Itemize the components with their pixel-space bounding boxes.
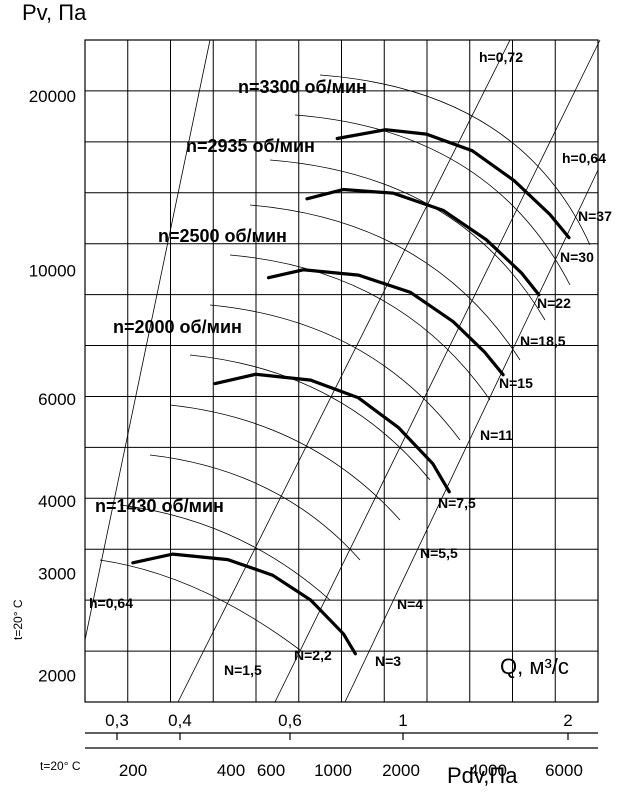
power-curve — [269, 159, 546, 321]
pdv-tick-label: 1000 — [314, 761, 352, 780]
y-tick-label: 2000 — [38, 666, 76, 685]
power-label: N=37 — [578, 208, 612, 224]
grid — [84, 39, 599, 749]
pdv-tick-label: 600 — [257, 761, 285, 780]
pdv-tick-label: 400 — [217, 761, 245, 780]
efficiency-line — [344, 169, 599, 703]
pdv-tick-label: 200 — [119, 761, 147, 780]
y-tick-label: 3000 — [38, 564, 76, 583]
plot-frame — [84, 39, 599, 703]
performance-curve-3 — [305, 187, 541, 297]
power-label: N=30 — [560, 249, 594, 265]
power-label: N=1,5 — [224, 662, 262, 678]
series-label: n=2000 об/мин — [113, 317, 242, 337]
power-curve — [209, 304, 461, 441]
q-tick-label: 0,4 — [168, 711, 192, 730]
power-curve — [119, 504, 331, 601]
power-curve — [99, 559, 301, 651]
power-label: N=22 — [537, 295, 571, 311]
power-label: N=5,5 — [420, 545, 458, 561]
performance-curve-0 — [131, 552, 357, 656]
labels: n=1430 об/мин n=2000 об/мин n=2500 об/мин n… — [11, 0, 612, 788]
y-tick-label: 4000 — [38, 492, 76, 511]
power-label: N=3 — [375, 653, 401, 669]
y-axis-label: Pv, Па — [22, 0, 87, 25]
power-label: N=15 — [499, 375, 533, 391]
power-curve — [319, 74, 591, 246]
efficiency-label: h=0,64 — [89, 595, 133, 611]
series-label: n=2935 об/мин — [186, 136, 315, 156]
performance-curves — [131, 128, 571, 656]
performance-curve-1 — [213, 372, 451, 494]
auxiliary-lines — [84, 39, 601, 703]
q-tick-label: 1 — [398, 711, 407, 730]
temperature-label-x: t=20° C — [40, 759, 81, 773]
power-curve — [169, 404, 401, 521]
performance-curve-2 — [266, 268, 505, 377]
y-tick-label: 20000 — [29, 87, 76, 106]
efficiency-label: h=0,72 — [479, 49, 523, 65]
efficiency-label: h=0,64 — [562, 150, 606, 166]
power-curve — [149, 454, 361, 561]
pdv-tick-label: 4000 — [469, 761, 507, 780]
series-label: n=3300 об/мин — [238, 77, 367, 97]
pdv-tick-label: 2000 — [382, 761, 420, 780]
efficiency-line — [274, 39, 601, 703]
series-label: n=2500 об/мин — [158, 226, 287, 246]
power-label: N=7,5 — [438, 495, 476, 511]
q-tick-label: 0,6 — [278, 711, 302, 730]
power-curve — [189, 354, 431, 481]
pdv-axis-label: Pdv,Па — [447, 763, 518, 788]
power-curve — [294, 114, 571, 286]
pdv-tick-label: 6000 — [545, 761, 583, 780]
power-label: N=2,2 — [294, 647, 332, 663]
flow-axis-label: Q, м³/с — [500, 654, 569, 679]
q-tick-label: 0,3 — [105, 711, 129, 730]
y-tick-label: 10000 — [29, 262, 76, 281]
efficiency-line — [84, 39, 211, 641]
power-curve — [249, 204, 521, 361]
power-label: N=11 — [480, 427, 513, 443]
q-tick-label: 2 — [563, 711, 572, 730]
temperature-label-y: t=20° C — [11, 599, 25, 640]
power-label: N=4 — [397, 596, 423, 612]
performance-curve-4 — [335, 128, 571, 240]
y-tick-label: 6000 — [38, 390, 76, 409]
efficiency-line — [177, 39, 511, 703]
power-curve — [229, 254, 491, 401]
series-label: n=1430 об/мин — [95, 496, 224, 516]
power-label: N=18,5 — [520, 333, 566, 349]
